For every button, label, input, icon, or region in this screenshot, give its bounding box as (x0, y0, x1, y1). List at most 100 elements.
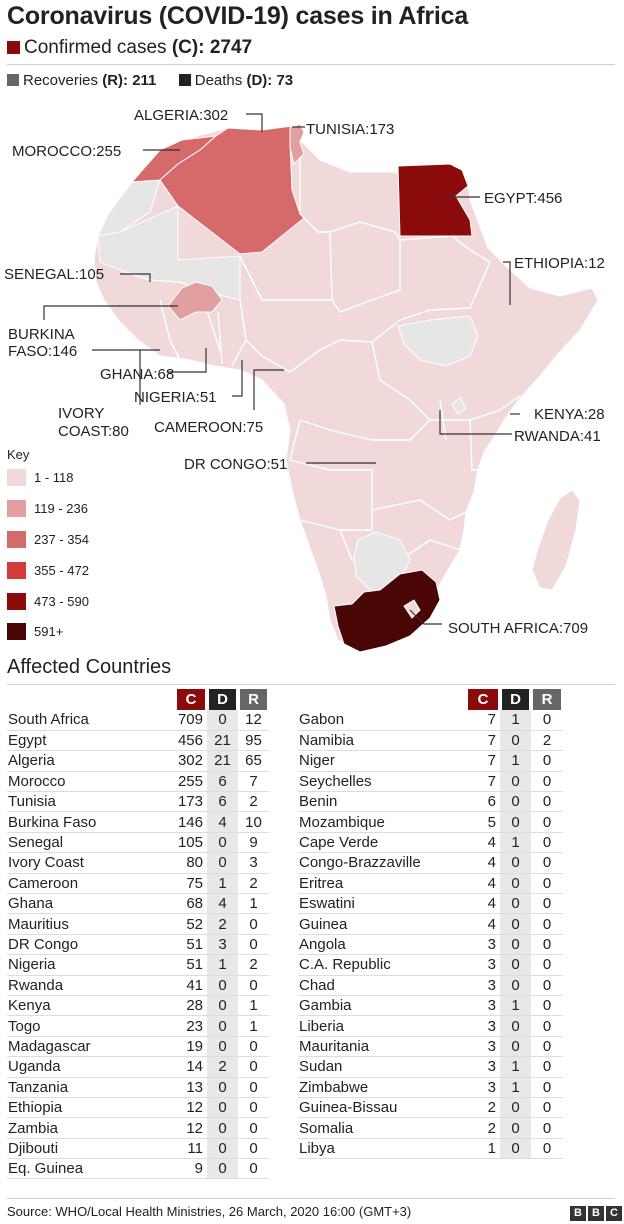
key-label: 237 - 354 (34, 532, 89, 547)
deaths-count: 0 (500, 771, 531, 793)
key-swatch (7, 562, 26, 579)
country-name: Namibia (298, 730, 462, 752)
confirmed-count: 2 (462, 1117, 500, 1139)
recoveries-count: 0 (531, 1036, 563, 1058)
deaths-swatch (178, 74, 191, 86)
key-item: 355 - 472 (7, 562, 89, 579)
recoveries-count: 0 (531, 750, 563, 772)
deaths-count: 0 (500, 730, 531, 752)
country-name: South Africa (7, 710, 171, 731)
confirmed-count: 3 (462, 1056, 500, 1078)
key-swatch (7, 531, 26, 548)
confirmed-count: 19 (171, 1036, 207, 1058)
table-row: Somalia 2 0 0 (298, 1117, 563, 1139)
recoveries-count: 0 (238, 1077, 269, 1098)
country-name: Senegal (7, 832, 171, 854)
deaths-count: 21 (207, 750, 238, 772)
confirmed-count: 75 (171, 873, 207, 895)
table-row: Cape Verde 4 1 0 (298, 832, 563, 854)
deaths-count: 0 (500, 1117, 531, 1139)
recoveries-count: 0 (238, 1056, 269, 1078)
confirmed-count: 3 (462, 1036, 500, 1058)
egypt-shape (397, 163, 473, 237)
country-name: Kenya (7, 995, 171, 1017)
recoveries-swatch (7, 74, 19, 86)
deaths-count: 0 (500, 873, 531, 895)
table-row: Burkina Faso 146 4 10 (7, 811, 269, 833)
divider (7, 64, 615, 65)
confirmed-count: 11 (171, 1138, 207, 1160)
deaths-count: 1 (207, 873, 238, 895)
table-row: Guinea 4 0 0 (298, 913, 563, 935)
country-name: Mauritania (298, 1036, 462, 1058)
deaths-count: 1 (500, 1056, 531, 1078)
confirmed-swatch (7, 41, 20, 54)
confirmed-count: 51 (171, 954, 207, 976)
confirmed-label: Confirmed cases (24, 37, 167, 58)
table-row: Nigeria 51 1 2 (7, 954, 269, 976)
deaths-count: 0 (500, 934, 531, 956)
label-senegal: SENEGAL:105 (4, 266, 104, 283)
deaths-count: 1 (500, 995, 531, 1017)
recoveries-count: 0 (531, 1117, 563, 1139)
recoveries-count: 2 (531, 730, 563, 752)
key-label: 355 - 472 (34, 563, 89, 578)
table-row: Libya 1 0 0 (298, 1138, 563, 1160)
country-name: Mauritius (7, 913, 171, 935)
recoveries-count: 2 (238, 954, 269, 976)
country-borders (119, 140, 521, 561)
country-name: Zambia (7, 1117, 171, 1139)
deaths-count: 0 (500, 975, 531, 996)
recoveries-count: 1 (238, 893, 269, 915)
key-swatch (7, 623, 26, 640)
deaths-count: 0 (500, 791, 531, 813)
label-burkina-line2: FASO:146 (8, 343, 77, 360)
country-name: Tunisia (7, 791, 171, 813)
deaths-count: 0 (207, 1138, 238, 1160)
recoveries-count: 0 (531, 1077, 563, 1098)
south-africa-shape (333, 569, 441, 653)
confirmed-summary: Confirmed cases (C): 2747 (7, 37, 252, 59)
deaths-count: 0 (207, 995, 238, 1017)
confirmed-count: 709 (171, 710, 207, 731)
deaths-count: 4 (207, 811, 238, 833)
table-row: Angola 3 0 0 (298, 934, 563, 956)
recoveries-count: 0 (238, 913, 269, 935)
deaths-count: 1 (500, 832, 531, 854)
table-row: Kenya 28 0 1 (7, 995, 269, 1017)
confirmed-count: 12 (171, 1097, 207, 1119)
country-name: Gambia (298, 995, 462, 1017)
key-item: 473 - 590 (7, 593, 89, 610)
deaths-count: 0 (207, 832, 238, 854)
country-name: Cameroon (7, 873, 171, 895)
recoveries-count: 2 (238, 873, 269, 895)
deaths-count: 0 (207, 1117, 238, 1139)
recoveries-count: 0 (531, 954, 563, 976)
table-row: Seychelles 7 0 0 (298, 771, 563, 793)
deaths-count: 1 (207, 954, 238, 976)
recoveries-count: 0 (531, 893, 563, 915)
country-name: Seychelles (298, 771, 462, 793)
deaths-count: 0 (207, 710, 238, 731)
recoveries-count: 1 (238, 995, 269, 1017)
confirmed-count: 146 (171, 811, 207, 833)
deaths-count: 0 (207, 1077, 238, 1098)
recoveries-count: 0 (531, 995, 563, 1017)
recoveries-count: 0 (531, 791, 563, 813)
confirmed-count: 41 (171, 975, 207, 996)
label-south-africa: SOUTH AFRICA:709 (448, 620, 588, 637)
recoveries-count: 0 (531, 934, 563, 956)
label-burkina-line1: BURKINA (8, 326, 75, 343)
table-row: Eritrea 4 0 0 (298, 873, 563, 895)
recoveries-deaths-summary: Recoveries (R): 211 Deaths (D): 73 (7, 72, 293, 89)
label-cameroon: CAMEROON:75 (154, 419, 263, 436)
deaths-count: 0 (207, 1036, 238, 1058)
recoveries-count: 0 (238, 1036, 269, 1058)
confirmed-count: 4 (462, 893, 500, 915)
recoveries-count: 0 (531, 873, 563, 895)
deaths-count: 6 (207, 791, 238, 813)
confirmed-count: 23 (171, 1015, 207, 1037)
divider (7, 684, 615, 685)
header-confirmed: C (462, 689, 500, 710)
